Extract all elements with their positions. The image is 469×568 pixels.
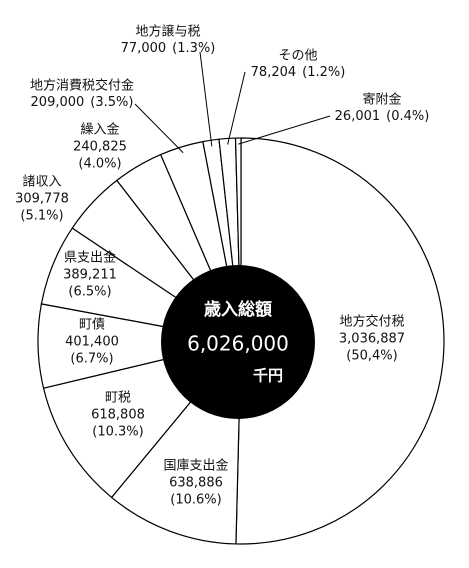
- leader-line: [238, 115, 331, 145]
- leader-line: [134, 103, 184, 154]
- leader-line: [199, 51, 213, 147]
- slice-label: 町債: [79, 318, 105, 333]
- center-hole: [161, 265, 315, 419]
- slice-label: 地方交付税: [339, 314, 404, 330]
- slice-value-line: 78,204 (1.2%): [251, 65, 346, 80]
- leader-line: [227, 71, 246, 145]
- percent-label: (10.6%): [170, 493, 221, 508]
- value-label: 618,808: [91, 408, 145, 423]
- value-label: 3,036,887: [339, 332, 405, 347]
- slice-value-line: 77,000 (1.3%): [121, 41, 216, 56]
- percent-label: (3.5%): [90, 95, 133, 110]
- slice-value-line: 209,000 (3.5%): [31, 95, 134, 110]
- slice-label: 県支出金: [64, 250, 116, 266]
- percent-label: (1.3%): [172, 41, 215, 56]
- slice-label: その他: [278, 49, 317, 64]
- slice-label: 諸収入: [22, 174, 61, 190]
- percent-label: (50,4%): [346, 349, 397, 364]
- slice-label: 地方消費税交付金: [30, 78, 134, 94]
- slice-label: 国庫支出金: [163, 458, 228, 474]
- percent-label: (5.1%): [20, 209, 63, 224]
- value-label: 78,204: [251, 65, 297, 80]
- slice-label: 地方譲与税: [135, 24, 200, 40]
- value-label: 309,778: [15, 192, 69, 207]
- slice-label: 繰入金: [80, 122, 119, 138]
- percent-label: (0.4%): [386, 109, 429, 124]
- value-label: 26,001: [335, 109, 381, 124]
- value-label: 401,400: [65, 335, 119, 350]
- center-total: 6,026,000: [187, 332, 289, 356]
- value-label: 638,886: [169, 476, 223, 491]
- slice-label: 寄附金: [362, 92, 401, 108]
- slice: [235, 137, 445, 545]
- value-label: 389,211: [63, 268, 117, 283]
- percent-label: (4.0%): [78, 157, 121, 172]
- slice-value-line: 26,001 (0.4%): [335, 109, 430, 124]
- percent-label: (6.7%): [70, 352, 113, 367]
- percent-label: (6.5%): [68, 285, 111, 300]
- center-title: 歳入総額: [204, 299, 272, 320]
- value-label: 209,000: [31, 95, 85, 110]
- slice-label: 町税: [105, 391, 131, 406]
- value-label: 77,000: [121, 41, 167, 56]
- percent-label: (1.2%): [302, 65, 345, 80]
- value-label: 240,825: [73, 140, 127, 155]
- center-unit: 千円: [253, 367, 283, 385]
- percent-label: (10.3%): [92, 425, 143, 440]
